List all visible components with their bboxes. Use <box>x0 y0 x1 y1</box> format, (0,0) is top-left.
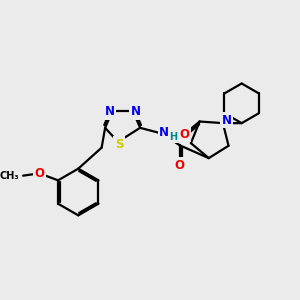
Text: CH₃: CH₃ <box>0 171 20 181</box>
Text: O: O <box>34 167 44 180</box>
Text: S: S <box>115 138 123 151</box>
Text: H: H <box>169 132 177 142</box>
Text: O: O <box>179 128 190 141</box>
Text: O: O <box>175 159 185 172</box>
Text: N: N <box>130 105 140 118</box>
Text: N: N <box>105 105 115 118</box>
Text: N: N <box>159 126 169 139</box>
Text: N: N <box>221 114 231 127</box>
